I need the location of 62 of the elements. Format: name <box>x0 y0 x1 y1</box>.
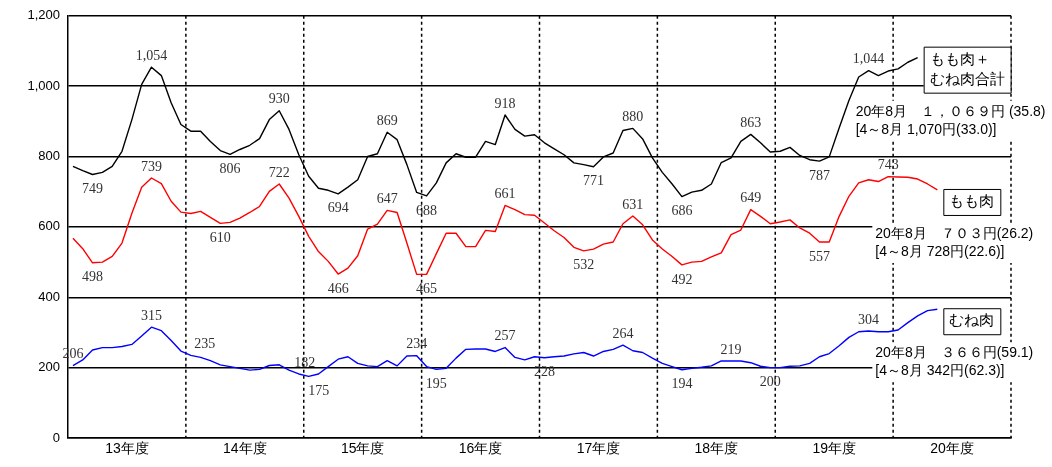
y-tick-label: 0 <box>52 429 60 445</box>
data-label: 610 <box>209 230 231 246</box>
data-label: 195 <box>425 376 447 392</box>
data-label: 315 <box>140 307 162 323</box>
data-label: 182 <box>294 354 316 370</box>
data-label: 743 <box>877 157 899 173</box>
data-label: 722 <box>268 164 290 180</box>
data-label: 918 <box>494 95 516 111</box>
x-tick-label: 14年度 <box>223 440 267 457</box>
data-label: 194 <box>671 376 693 392</box>
x-tick-label: 16年度 <box>458 440 503 457</box>
data-label: 694 <box>327 200 349 216</box>
data-label: 749 <box>82 181 104 197</box>
data-label: 492 <box>671 271 693 287</box>
data-label: 631 <box>622 196 644 212</box>
annotation: 20年8月 ３６６円(59.1) [4～8月 342円(62.3)] <box>875 344 1034 379</box>
y-tick-label: 1,000 <box>27 77 60 93</box>
data-label: 498 <box>82 269 104 285</box>
x-tick-label: 18年度 <box>694 440 739 457</box>
data-label: 863 <box>740 115 762 131</box>
y-tick-label: 200 <box>38 359 60 375</box>
data-label: 880 <box>622 109 644 125</box>
y-tick-label: 800 <box>38 148 60 164</box>
data-label: 739 <box>140 158 162 174</box>
data-label: 661 <box>494 186 516 202</box>
x-tick-label: 17年度 <box>576 440 621 457</box>
series-label: もも肉＋むね肉合計 <box>929 49 1005 87</box>
y-tick-label: 400 <box>38 288 60 304</box>
data-label: 930 <box>268 91 290 107</box>
annotation: 20年8月 ７０３円(26.2) [4～8月 728円(22.6)] <box>875 224 1034 259</box>
y-tick-label: 1,200 <box>27 7 60 23</box>
data-label: 228 <box>533 364 555 380</box>
data-label: 235 <box>194 335 216 351</box>
data-label: 869 <box>376 112 398 128</box>
data-label: 688 <box>416 202 438 218</box>
data-label: 787 <box>808 167 830 183</box>
x-tick-label: 20年度 <box>930 440 974 457</box>
data-label: 771 <box>582 173 604 189</box>
data-label: 257 <box>494 328 516 344</box>
y-tick-label: 600 <box>38 218 60 234</box>
data-label: 304 <box>858 311 880 327</box>
data-label: 1,044 <box>852 51 885 67</box>
data-label: 466 <box>327 280 349 296</box>
data-label: 465 <box>416 281 438 297</box>
data-label: 1,054 <box>135 47 168 63</box>
series-label: むね肉 <box>949 311 995 329</box>
x-tick-label: 13年度 <box>105 440 149 457</box>
x-tick-label: 15年度 <box>340 440 385 457</box>
data-label: 686 <box>671 203 693 219</box>
data-label: 532 <box>573 257 595 273</box>
x-tick-label: 19年度 <box>812 440 856 457</box>
data-label: 200 <box>759 374 781 390</box>
data-label: 219 <box>720 341 742 357</box>
series-label: もも肉 <box>949 192 995 210</box>
data-label: 175 <box>308 383 330 399</box>
data-label: 649 <box>740 190 762 206</box>
data-label: 806 <box>219 161 241 177</box>
data-label: 647 <box>376 191 398 207</box>
data-label: 234 <box>406 336 428 352</box>
data-label: 557 <box>808 248 830 264</box>
data-label: 264 <box>612 325 634 341</box>
annotation: 20年8月 １，０６９円 (35.8) [4～8月 1,070円(33.0)] <box>855 102 1046 137</box>
